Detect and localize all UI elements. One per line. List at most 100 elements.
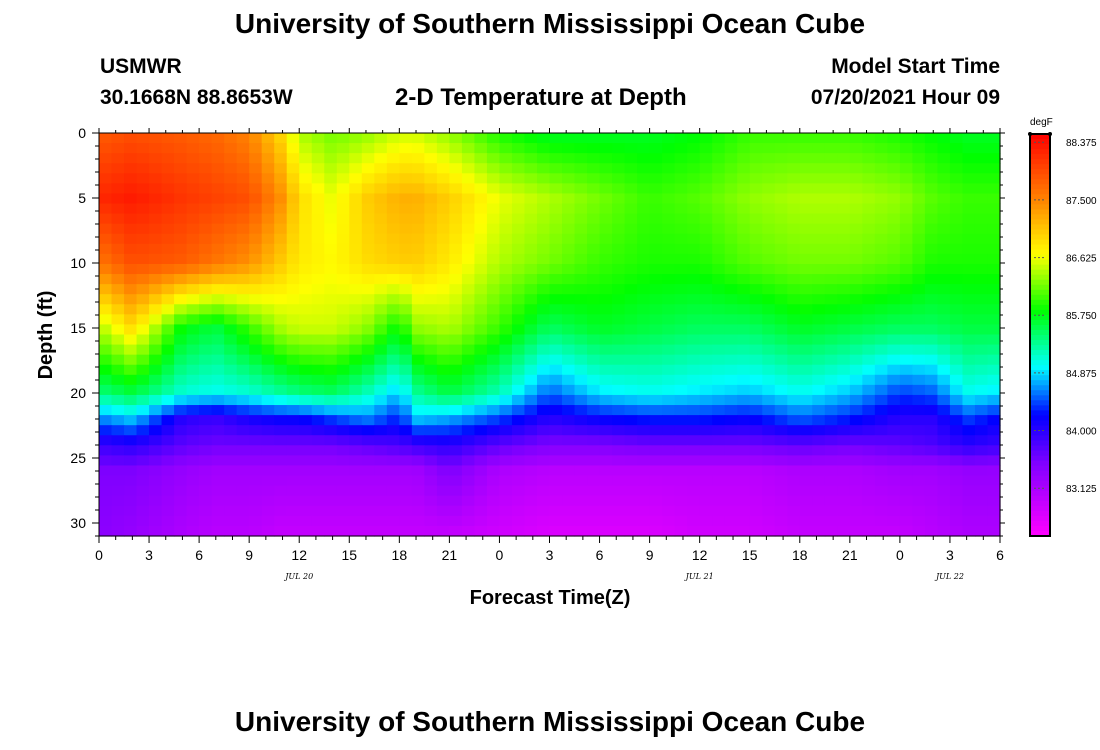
- heatmap-cell: [862, 284, 876, 295]
- heatmap-cell: [562, 435, 576, 446]
- heatmap-cell: [349, 435, 363, 446]
- colorbar-segment: [1030, 204, 1050, 210]
- heatmap-cell: [511, 183, 526, 195]
- heatmap-cell: [924, 193, 939, 205]
- heatmap-cell: [224, 394, 238, 406]
- x-tick-label: 0: [496, 547, 504, 563]
- heatmap-cell: [612, 263, 626, 275]
- heatmap-cell: [762, 435, 776, 446]
- heatmap-cell: [361, 243, 375, 255]
- heatmap-cell: [411, 324, 425, 336]
- heatmap-cell: [511, 203, 526, 215]
- heatmap-cell: [286, 384, 300, 396]
- heatmap-cell: [687, 203, 701, 215]
- heatmap-cell: [612, 173, 626, 184]
- heatmap-cell: [261, 233, 275, 245]
- heatmap-cell: [599, 253, 613, 265]
- heatmap-cell: [336, 243, 350, 255]
- heatmap-cell: [236, 364, 250, 376]
- heatmap-cell: [924, 384, 939, 396]
- heatmap-cell: [562, 243, 576, 255]
- heatmap-cell: [336, 334, 350, 346]
- heatmap-cell: [587, 143, 601, 154]
- heatmap-cell: [762, 384, 776, 396]
- heatmap-cell: [211, 314, 225, 326]
- heatmap-cell: [774, 294, 788, 305]
- heatmap-cell: [174, 193, 188, 205]
- heatmap-cell: [286, 143, 300, 154]
- heatmap-cell: [774, 274, 788, 285]
- heatmap-cell: [461, 223, 476, 235]
- heatmap-cell: [111, 354, 125, 366]
- heatmap-cell: [774, 455, 788, 467]
- heatmap-cell: [224, 495, 238, 507]
- heatmap-cell: [486, 203, 501, 215]
- heatmap-cell: [174, 163, 188, 174]
- heatmap-cell: [411, 203, 425, 215]
- heatmap-cell: [436, 525, 450, 537]
- heatmap-cell: [687, 213, 701, 225]
- heatmap-cell: [211, 304, 225, 315]
- heatmap-cell: [974, 304, 989, 315]
- heatmap-cell: [374, 223, 388, 235]
- heatmap-cell: [536, 233, 551, 245]
- heatmap-cell: [749, 344, 763, 356]
- colorbar-segment: [1030, 500, 1050, 507]
- heatmap-cell: [286, 495, 300, 507]
- heatmap-cell: [424, 304, 438, 315]
- heatmap-cell: [649, 233, 663, 245]
- heatmap-cell: [436, 263, 450, 275]
- heatmap-cell: [299, 223, 313, 235]
- colorbar-segment: [1030, 159, 1050, 165]
- heatmap-cell: [486, 425, 501, 436]
- heatmap-cell: [824, 274, 838, 285]
- heatmap-cell: [299, 233, 313, 245]
- heatmap-cell: [286, 394, 300, 406]
- heatmap-cell: [374, 435, 388, 446]
- heatmap-cell: [386, 274, 400, 285]
- heatmap-cell: [862, 525, 876, 537]
- heatmap-cell: [474, 465, 488, 477]
- heatmap-cell: [199, 495, 213, 507]
- x-tick-label: 0: [95, 547, 103, 563]
- heatmap-cell: [299, 274, 313, 285]
- heatmap-cell: [361, 485, 375, 497]
- heatmap-cell: [699, 243, 713, 255]
- heatmap-cell: [411, 465, 425, 477]
- heatmap-cell: [974, 394, 989, 406]
- heatmap-cell: [974, 495, 989, 507]
- heatmap-cell: [599, 425, 613, 436]
- heatmap-cell: [649, 153, 663, 164]
- heatmap-cell: [774, 193, 788, 205]
- heatmap-cell: [862, 425, 876, 436]
- heatmap-cell: [674, 384, 688, 396]
- heatmap-cell: [712, 415, 726, 426]
- heatmap-cell: [536, 425, 551, 436]
- heatmap-cell: [987, 495, 1001, 507]
- heatmap-cell: [874, 394, 888, 406]
- heatmap-cell: [424, 193, 438, 205]
- heatmap-cell: [549, 324, 563, 336]
- heatmap-cell: [862, 465, 876, 477]
- heatmap-cell: [687, 465, 701, 477]
- heatmap-cell: [361, 425, 375, 436]
- heatmap-cell: [762, 274, 776, 285]
- heatmap-cell: [937, 163, 951, 174]
- x-tick-label: 9: [646, 547, 654, 563]
- heatmap-cell: [912, 515, 926, 527]
- heatmap-cell: [299, 485, 313, 497]
- heatmap-cell: [361, 153, 375, 164]
- heatmap-cell: [812, 495, 826, 507]
- heatmap-cell: [149, 525, 163, 537]
- heatmap-cell: [724, 374, 738, 386]
- heatmap-cell: [124, 253, 138, 265]
- heatmap-cell: [849, 475, 863, 487]
- heatmap-cell: [224, 455, 238, 467]
- heatmap-cell: [587, 334, 601, 346]
- heatmap-cell: [186, 314, 200, 326]
- heatmap-cell: [674, 344, 688, 356]
- heatmap-cell: [399, 304, 413, 315]
- x-tick-label: 3: [946, 547, 954, 563]
- heatmap-cell: [211, 133, 225, 144]
